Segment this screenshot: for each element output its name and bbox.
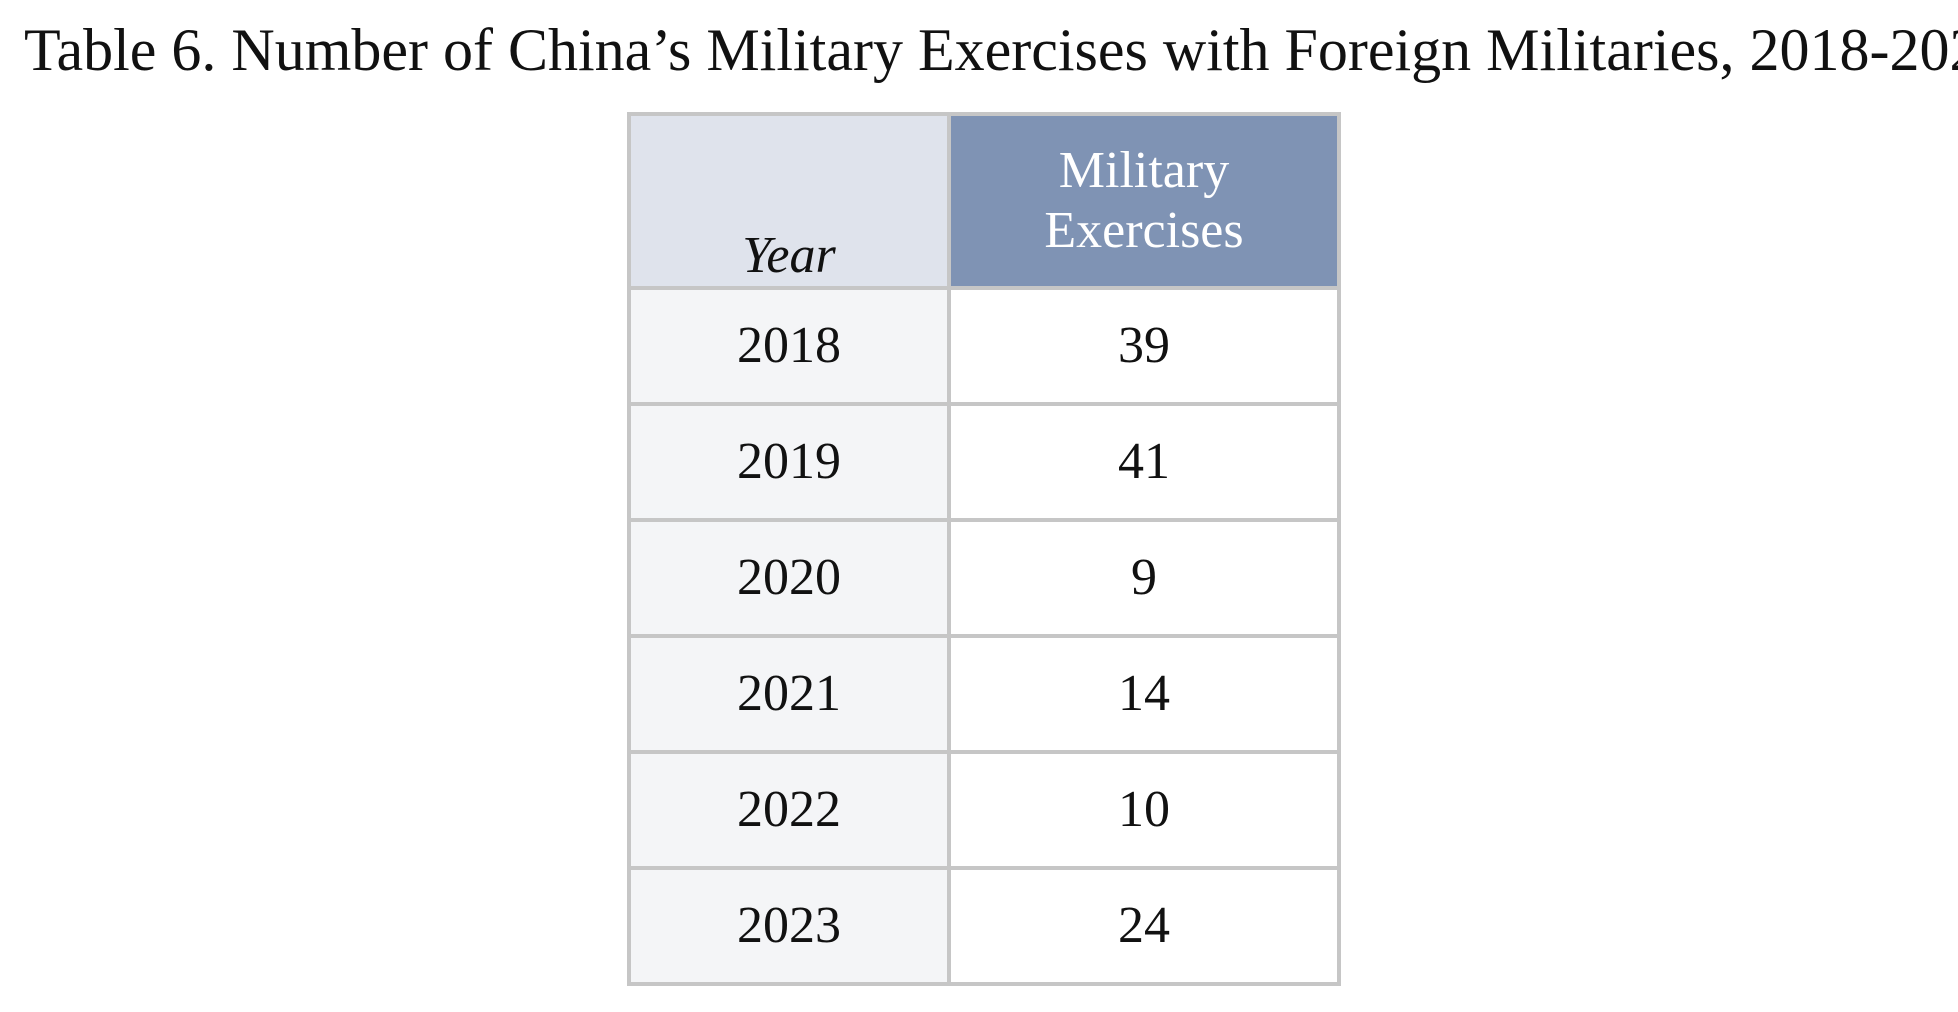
exercises-column-header: Military Exercises (947, 112, 1341, 290)
year-cell: 2021 (627, 634, 951, 754)
table-caption: Table 6. Number of China’s Military Exer… (24, 14, 1958, 86)
table-caption-text: Table 6. Number of China’s Military Exer… (24, 17, 1958, 83)
header-row: Year Military Exercises (627, 112, 1341, 290)
year-cell: 2018 (627, 286, 951, 406)
exercises-value-cell: 39 (947, 286, 1341, 406)
year-cell: 2019 (627, 402, 951, 522)
exercises-value-cell: 10 (947, 750, 1341, 870)
table-row: 2020 9 (627, 518, 1341, 638)
exercises-value-cell: 24 (947, 866, 1341, 986)
table-row: 2021 14 (627, 634, 1341, 754)
table-container: Year Military Exercises 2018 39 2019 41 (627, 112, 1341, 986)
table-row: 2018 39 (627, 286, 1341, 406)
exercises-value-cell: 14 (947, 634, 1341, 754)
exercises-header-line-1: Military (1058, 142, 1230, 199)
table-row: 2023 24 (627, 866, 1341, 986)
year-cell: 2022 (627, 750, 951, 870)
exercises-value-cell: 9 (947, 518, 1341, 638)
exercises-value-cell: 41 (947, 402, 1341, 522)
table-row: 2019 41 (627, 402, 1341, 522)
data-table: Year Military Exercises 2018 39 2019 41 (627, 112, 1341, 986)
table-row: 2022 10 (627, 750, 1341, 870)
year-cell: 2023 (627, 866, 951, 986)
year-cell: 2020 (627, 518, 951, 638)
exercises-header-line-2: Exercises (1044, 202, 1244, 259)
year-column-header: Year (627, 112, 951, 290)
